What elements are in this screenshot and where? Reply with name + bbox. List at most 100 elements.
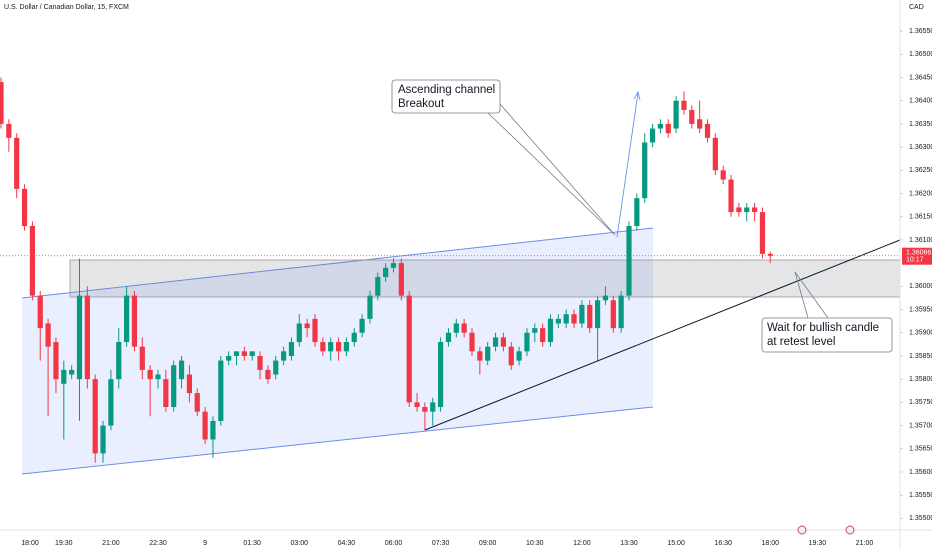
callout-box: [391, 79, 501, 114]
candle-body: [500, 337, 506, 347]
candle-body: [273, 360, 279, 375]
y-tick-label: 1.36350: [909, 121, 932, 128]
x-tick-label: 12:00: [573, 540, 591, 547]
y-tick-label: 1.35750: [909, 399, 932, 406]
x-tick-label: 18:00: [762, 540, 780, 547]
candle-body: [516, 351, 522, 361]
last-price-label: 1.36066: [906, 250, 931, 257]
candle-body: [359, 318, 365, 333]
candle-body: [343, 342, 349, 352]
callout-pointer: [487, 112, 616, 236]
candle-body: [218, 360, 224, 421]
candle-body: [155, 374, 161, 380]
candle-body: [712, 137, 718, 171]
annotation-text: Wait for bullish candle: [767, 322, 879, 334]
candle-body: [92, 379, 98, 454]
candle-body: [163, 379, 169, 408]
candle-body: [414, 402, 420, 408]
y-tick-label: 1.36550: [909, 28, 932, 35]
candle-body: [759, 212, 766, 254]
candle-body: [665, 123, 671, 134]
annotation-text: at retest level: [767, 336, 835, 348]
candle-body: [453, 323, 459, 333]
candle-body: [281, 351, 287, 361]
candle-body: [375, 277, 381, 296]
candle-body: [296, 323, 302, 343]
candle-body: [438, 342, 444, 408]
candle-body: [241, 351, 247, 356]
x-tick-label: 19:30: [55, 540, 73, 547]
candle-body: [100, 425, 106, 454]
x-tick-label: 03:00: [291, 540, 309, 547]
candle-body: [76, 295, 83, 380]
candle-body: [320, 342, 326, 352]
candle-body: [249, 351, 255, 356]
candle-body: [265, 369, 271, 380]
candle-body: [634, 198, 640, 227]
x-tick-label: 21:00: [856, 540, 874, 547]
candle-body: [61, 369, 67, 384]
candle-body: [257, 355, 263, 370]
y-tick-label: 1.36400: [909, 98, 932, 105]
chart-title: U.S. Dollar / Canadian Dollar, 15, FXCM: [4, 4, 129, 11]
y-tick-label: 1.36450: [909, 74, 932, 81]
callout-pointer: [794, 271, 809, 319]
callout-box: [761, 317, 893, 353]
candles: [0, 77, 773, 463]
candle-body: [383, 267, 389, 278]
candle-body: [697, 119, 703, 129]
candle-body: [367, 295, 373, 319]
candle-body: [492, 337, 499, 347]
candle-body: [233, 351, 240, 356]
candle-body: [288, 342, 295, 356]
x-tick-label: 9: [203, 540, 207, 547]
last-price-box: [902, 247, 932, 265]
candle-body: [657, 123, 663, 129]
candle-body: [29, 226, 35, 296]
candle-body: [14, 137, 20, 189]
candle-body: [37, 295, 43, 329]
candle-body: [45, 323, 51, 347]
candle-body: [312, 318, 318, 343]
annotation-text: Breakout: [398, 98, 445, 110]
candle-body: [178, 360, 185, 380]
candle-body: [194, 393, 200, 412]
candle-body: [6, 123, 12, 138]
candle-body: [422, 407, 428, 412]
candle-body: [728, 179, 734, 213]
candle-body: [328, 342, 334, 352]
arrow-head: [633, 90, 641, 101]
candle-body: [147, 369, 153, 380]
candle-body: [477, 351, 483, 361]
retest-zone: [69, 259, 901, 298]
y-tick-label: 1.35850: [909, 353, 932, 360]
candle-body: [124, 295, 130, 343]
candle-body: [579, 304, 585, 324]
candle-body: [626, 226, 632, 296]
event-flag[interactable]: [845, 525, 855, 535]
candle-body: [469, 332, 475, 352]
candle-body: [563, 314, 569, 324]
candle-body: [390, 263, 397, 268]
candle-body: [0, 82, 4, 124]
candle-body: [485, 346, 491, 361]
candle-body: [689, 109, 695, 124]
x-tick-label: 19:30: [809, 540, 827, 547]
breakout-arrow: [616, 92, 639, 238]
countdown-label: 10:17: [906, 257, 924, 264]
event-flag[interactable]: [797, 525, 807, 535]
x-tick-label: 13:30: [620, 540, 638, 547]
annotation-text: Ascending channel: [398, 84, 495, 96]
callout-pointer: [499, 103, 616, 236]
candle-body: [186, 374, 192, 394]
x-tick-label: 18:00: [21, 540, 39, 547]
candle-body: [673, 100, 679, 129]
y-tick-label: 1.35650: [909, 446, 932, 453]
candle-body: [171, 365, 177, 408]
candle-body: [304, 323, 310, 329]
y-tick-label: 1.35950: [909, 306, 932, 313]
y-tick-label: 1.36200: [909, 190, 932, 197]
candle-body: [642, 142, 648, 199]
